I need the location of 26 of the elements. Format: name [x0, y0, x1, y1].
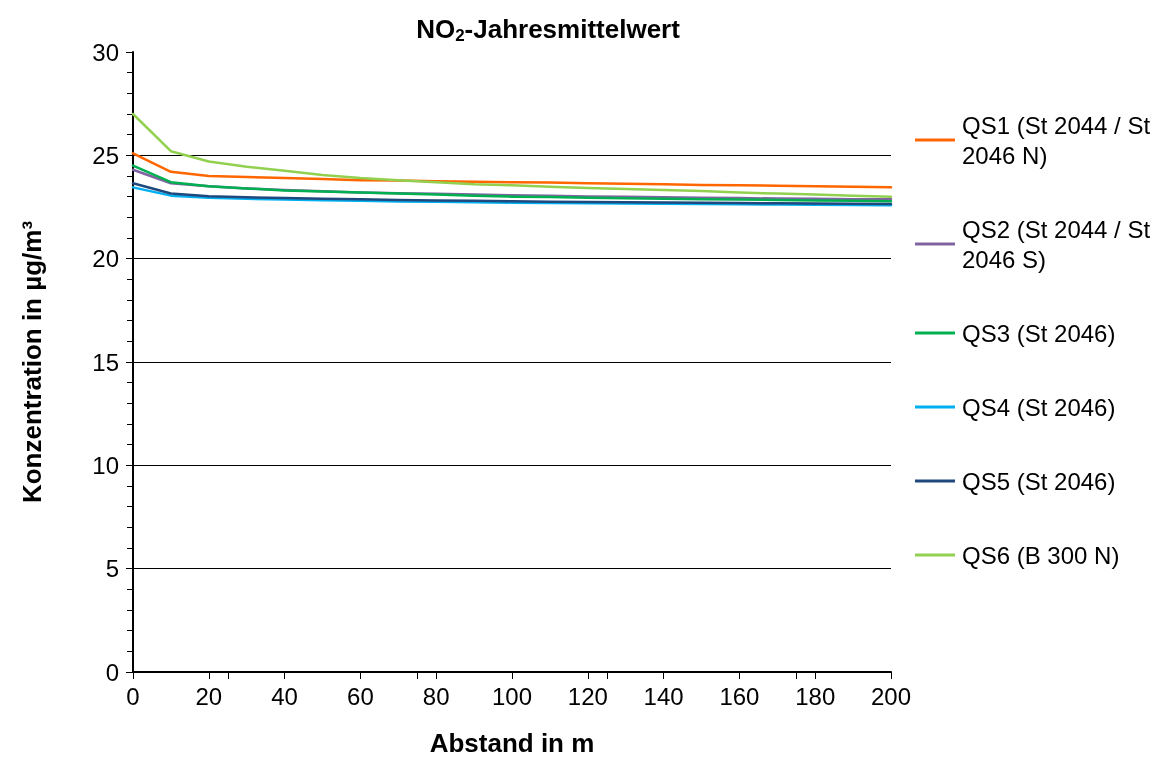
y-tick-label: 0 [105, 658, 119, 686]
y-tick-label: 30 [92, 38, 119, 66]
legend-label: QS1 (St 2044 / St 2046 N) [962, 111, 1157, 169]
y-tick-label: 10 [92, 451, 119, 479]
legend-label: QS4 (St 2046) [962, 393, 1116, 421]
x-tick-label: 100 [491, 682, 533, 710]
x-tick-label: 0 [126, 682, 140, 710]
legend-label: QS5 (St 2046) [962, 467, 1116, 495]
y-tick-label: 20 [92, 245, 119, 273]
legend-label: QS6 (B 300 N) [962, 541, 1120, 569]
x-tick-label: 200 [870, 682, 912, 710]
x-tick-label: 40 [271, 682, 298, 710]
x-tick-label: 20 [195, 682, 223, 710]
x-tick-label: 80 [422, 682, 450, 710]
y-tick-label: 15 [92, 348, 119, 376]
x-tick-label: 60 [347, 682, 374, 710]
y-tick-label: 5 [105, 555, 119, 583]
x-tick-label: 180 [795, 682, 836, 710]
x-tick-label: 120 [567, 682, 608, 710]
legend-label: QS3 (St 2046) [962, 319, 1116, 347]
x-tick-label: 160 [719, 682, 760, 710]
y-tick-label: 25 [92, 141, 119, 169]
y-axis-title: Konzentration in µg/m³ [17, 220, 47, 504]
x-axis-title: Abstand in m [429, 728, 595, 758]
x-tick-label: 140 [643, 682, 684, 710]
legend-label: QS2 (St 2044 / St 2046 S) [962, 215, 1157, 273]
